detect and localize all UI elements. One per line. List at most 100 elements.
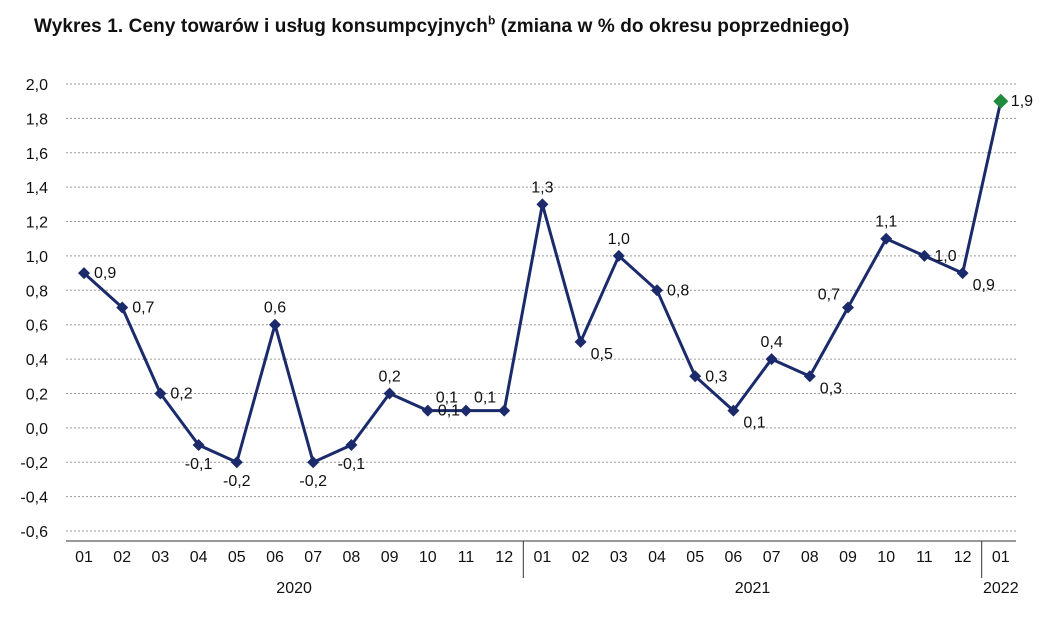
x-tick-label: 09	[839, 549, 857, 566]
year-label: 2020	[276, 580, 312, 597]
chart-title-superscript: b	[487, 13, 496, 28]
data-point	[192, 439, 205, 452]
y-tick-label: 1,6	[26, 146, 48, 163]
x-tick-label: 03	[610, 549, 628, 566]
data-label: 1,3	[531, 179, 553, 196]
x-tick-label: 11	[916, 549, 933, 566]
data-point	[116, 301, 129, 314]
data-point	[612, 249, 625, 262]
chart-title-suffix: (zmiana w % do okresu poprzedniego)	[495, 16, 850, 37]
data-label: 1,0	[608, 231, 630, 248]
year-label: 2021	[735, 580, 771, 597]
y-tick-label: 1,2	[26, 215, 48, 232]
data-label: -0,2	[299, 473, 327, 490]
year-label: 2022	[983, 580, 1019, 597]
data-point	[498, 404, 511, 417]
x-tick-label: 04	[648, 549, 666, 566]
x-tick-label: 10	[877, 549, 895, 566]
data-label: 0,7	[818, 287, 840, 304]
y-tick-label: 0,6	[26, 318, 48, 335]
data-point	[345, 439, 358, 452]
data-label-layer: 0,90,70,2-0,1-0,20,6-0,2-0,10,20,10,1 0,1…	[94, 93, 1033, 490]
y-tick-label: 0,4	[26, 352, 48, 369]
x-tick-label: 11	[458, 549, 475, 566]
data-label: 1,1	[875, 214, 897, 231]
x-tick-label: 10	[419, 549, 437, 566]
x-tick-label: 05	[228, 549, 246, 566]
data-point	[651, 284, 663, 297]
data-point	[880, 232, 893, 245]
x-tick-label: 06	[266, 549, 284, 566]
x-tick-label: 08	[801, 549, 819, 566]
y-tick-label: 1,0	[26, 249, 48, 266]
data-point	[689, 370, 702, 383]
data-label: 0,3	[820, 380, 842, 397]
data-point	[842, 301, 854, 314]
x-tick-label: 06	[725, 549, 743, 566]
x-axis-ticks: 01 02 03 04 05 06 07 08 09 10 11 12 01 02 03 04 05 06 07 08…	[66, 540, 1019, 597]
data-point	[269, 318, 281, 331]
x-tick-label: 12	[954, 549, 972, 566]
series-line	[82, 100, 1003, 464]
x-tick-label: 01	[75, 549, 93, 566]
data-point	[460, 404, 472, 417]
y-tick-label: 1,4	[26, 180, 48, 197]
x-tick-label: 01	[534, 549, 552, 566]
y-tick-label: 0,2	[26, 386, 48, 403]
x-tick-label: 05	[686, 549, 704, 566]
data-point	[383, 387, 396, 400]
chart-title-main: Wykres 1. Ceny towarów i usług konsumpcy…	[34, 16, 488, 37]
data-label: 0,2	[170, 385, 192, 402]
y-tick-label: 0,0	[26, 421, 48, 438]
y-tick-label: 0,8	[26, 283, 48, 300]
x-tick-label: 03	[152, 549, 170, 566]
data-point	[956, 267, 969, 280]
data-point	[307, 456, 320, 469]
data-label: -0,2	[223, 473, 251, 490]
data-label: 0,9	[973, 277, 995, 294]
data-point	[536, 198, 549, 211]
data-label: 0,1	[438, 403, 460, 420]
x-tick-label: 04	[190, 549, 208, 566]
data-label: 0,6	[264, 300, 286, 317]
data-label: -0,1	[338, 456, 366, 473]
highlighted-data-point	[993, 93, 1009, 109]
y-tick-label: -0,2	[20, 455, 48, 472]
series-layer	[78, 93, 1009, 469]
data-label: 1,0	[934, 248, 956, 265]
y-tick-label: -0,6	[20, 524, 48, 541]
data-label: 0,3	[705, 368, 727, 385]
x-tick-label: 07	[304, 549, 322, 566]
x-tick-label: 02	[113, 549, 131, 566]
data-label: 0,7	[132, 300, 154, 317]
x-tick-label: 07	[763, 549, 781, 566]
x-tick-label: 09	[381, 549, 399, 566]
y-tick-label: -0,4	[20, 490, 48, 507]
x-tick-label: 02	[572, 549, 590, 566]
data-point	[421, 404, 434, 417]
x-tick-label: 08	[343, 549, 361, 566]
chart-title: Wykres 1. Ceny towarów i usług konsumpcy…	[34, 13, 850, 38]
data-point	[78, 267, 90, 280]
x-tick-label: 01	[992, 549, 1010, 566]
data-label: -0,1	[185, 456, 213, 473]
data-point	[765, 353, 778, 366]
x-tick-label: 12	[495, 549, 513, 566]
data-label: 0,4	[760, 334, 782, 351]
data-label: 1,9	[1011, 93, 1033, 110]
y-tick-label: 1,8	[26, 111, 48, 128]
data-point	[230, 456, 243, 469]
data-label: 0,5	[591, 346, 613, 363]
data-label: 0,1	[436, 390, 458, 407]
data-point	[727, 404, 740, 417]
data-point	[803, 370, 816, 383]
data-point	[918, 249, 931, 262]
y-axis-ticks: -0,6 -0,4 -0,2 0,0 0,2 0,4 0,6 0,8 1,0 1,2 1,4 1,6 1…	[20, 77, 48, 541]
data-point	[574, 335, 587, 348]
y-tick-label: 2,0	[26, 77, 48, 94]
data-point	[154, 387, 167, 400]
data-label: 0,1	[474, 390, 496, 407]
data-label: 0,2	[378, 368, 400, 385]
